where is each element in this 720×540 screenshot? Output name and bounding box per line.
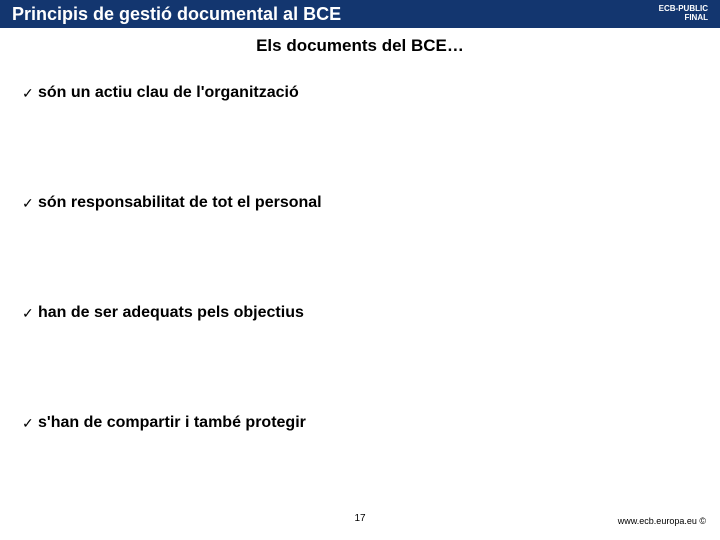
check-icon: ✓ [22,192,38,214]
copyright-icon: © [697,516,706,526]
subtitle-container: Els documents del BCE… [0,36,720,56]
classification-line2: FINAL [659,14,708,23]
footer: www.ecb.europa.eu © [618,516,706,526]
bullet-text: són responsabilitat de tot el personal [38,192,322,214]
bullet-text: són un actiu clau de l'organització [38,82,299,104]
check-icon: ✓ [22,412,38,434]
footer-url-text: www.ecb.europa.eu [618,516,697,526]
check-icon: ✓ [22,82,38,104]
bullet-item: ✓ s'han de compartir i també protegir [22,412,698,434]
check-icon: ✓ [22,302,38,324]
bullet-text: s'han de compartir i també protegir [38,412,306,434]
bullet-item: ✓ són responsabilitat de tot el personal [22,192,698,214]
bullet-list: ✓ són un actiu clau de l'organització ✓ … [22,82,698,522]
subtitle-text: Els documents del BCE… [256,36,464,55]
bullet-item: ✓ són un actiu clau de l'organització [22,82,698,104]
bullet-text: han de ser adequats pels objectius [38,302,304,324]
bullet-item: ✓ han de ser adequats pels objectius [22,302,698,324]
title-bar: Principis de gestió documental al BCE EC… [0,0,720,28]
page-number: 17 [0,513,720,524]
classification-block: ECB-PUBLIC FINAL [659,5,708,23]
slide: Principis de gestió documental al BCE EC… [0,0,720,540]
slide-title: Principis de gestió documental al BCE [12,4,341,25]
